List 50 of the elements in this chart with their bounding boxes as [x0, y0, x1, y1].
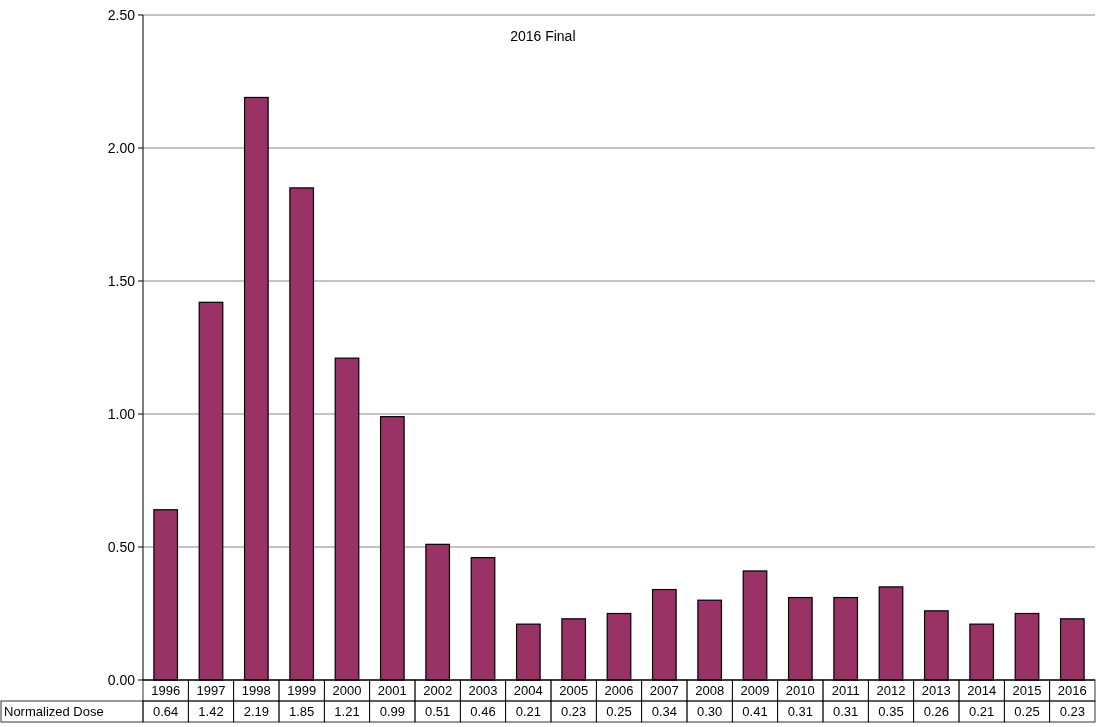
x-tick-label: 2010 [785, 683, 815, 699]
data-label: 0.26 [923, 704, 949, 720]
data-label: 0.23 [561, 704, 587, 720]
y-tick-label: 0.00 [107, 671, 136, 688]
x-tick-label: 2014 [967, 683, 997, 699]
x-tick-label: 2016 [1057, 683, 1087, 699]
x-tick-label: 1999 [287, 683, 317, 699]
x-tick-label: 2003 [468, 683, 498, 699]
data-label: 1.42 [198, 704, 224, 720]
data-label: 0.31 [833, 704, 859, 720]
data-label: 0.21 [969, 704, 995, 720]
x-tick-label: 2008 [695, 683, 725, 699]
x-tick-label: 2013 [921, 683, 951, 699]
x-tick-label: 1998 [241, 683, 271, 699]
y-tick-label: 2.50 [107, 6, 136, 23]
x-tick-label: 2001 [377, 683, 407, 699]
data-label: 0.35 [878, 704, 904, 720]
x-tick-label: 2009 [740, 683, 770, 699]
x-tick-label: 2006 [604, 683, 634, 699]
data-label: 0.23 [1059, 704, 1085, 720]
x-tick-label: 2007 [649, 683, 679, 699]
data-label: 0.64 [153, 704, 179, 720]
data-label: 0.34 [651, 704, 677, 720]
x-tick-label: 2005 [559, 683, 589, 699]
y-tick-label: 2.00 [107, 139, 136, 156]
data-label: 1.85 [289, 704, 315, 720]
x-tick-label: 1997 [196, 683, 226, 699]
data-label: 0.25 [606, 704, 632, 720]
x-tick-label: 2012 [876, 683, 906, 699]
data-label: 0.99 [379, 704, 405, 720]
y-tick-label: 1.00 [107, 405, 136, 422]
data-label: 0.51 [425, 704, 451, 720]
y-tick-label: 0.50 [107, 538, 136, 555]
x-tick-label: 2000 [332, 683, 362, 699]
data-label: 0.21 [515, 704, 541, 720]
text: Normalized Dose [4, 704, 104, 720]
text: 2016 Final [510, 28, 576, 44]
x-tick-label: 2015 [1012, 683, 1042, 699]
data-label: 0.46 [470, 704, 496, 720]
data-label: 1.21 [334, 704, 360, 720]
data-label: 0.25 [1014, 704, 1040, 720]
data-label: 0.31 [787, 704, 813, 720]
x-tick-label: 2004 [513, 683, 543, 699]
data-label: 0.30 [697, 704, 723, 720]
x-tick-label: 2002 [423, 683, 453, 699]
y-tick-label: 1.50 [107, 272, 136, 289]
x-tick-label: 2011 [831, 683, 860, 699]
x-tick-label: 1996 [151, 683, 181, 699]
data-label: 0.41 [742, 704, 768, 720]
data-label: 2.19 [243, 704, 269, 720]
